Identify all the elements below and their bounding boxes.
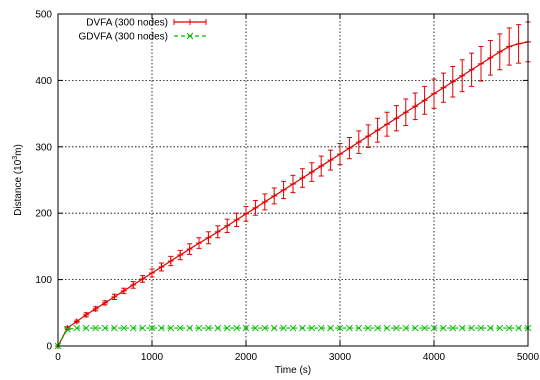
data-point (242, 324, 250, 332)
data-point (308, 324, 316, 332)
legend-label-dvfa: DVFA (300 nodes) (86, 18, 168, 29)
data-point (468, 324, 475, 332)
legend: DVFA (300 nodes) GDVFA (300 nodes) (79, 18, 207, 43)
y-axis-label-superscript: 3 (12, 156, 19, 160)
series-dvfa (55, 21, 531, 349)
legend-marker (186, 32, 194, 40)
data-point (355, 324, 363, 332)
y-tick-label: 400 (35, 76, 52, 87)
data-point (336, 324, 344, 332)
data-point (364, 324, 372, 332)
data-point (205, 324, 212, 332)
data-point (449, 324, 457, 332)
grid-lines (58, 14, 528, 346)
series-gdvfa (54, 324, 532, 350)
data-point (92, 324, 99, 332)
data-point (139, 324, 146, 332)
data-point (195, 324, 203, 332)
data-point (252, 324, 259, 332)
data-point (214, 324, 222, 332)
y-tick-label: 100 (35, 275, 52, 286)
y-tick-label: 500 (35, 10, 52, 21)
data-point (383, 324, 391, 332)
y-axis-label: Distance (103m) (12, 144, 24, 216)
data-point (82, 324, 90, 332)
data-point (487, 324, 494, 332)
plot-frame (57, 13, 529, 347)
data-point (101, 324, 109, 332)
axis-ticks: 0 1000 2000 3000 4000 5000 0 100 200 300 400 500 (35, 10, 539, 364)
data-point (317, 324, 325, 332)
data-point (158, 324, 165, 332)
x-tick-label: 1000 (141, 352, 164, 363)
data-point (176, 324, 184, 332)
data-point (186, 324, 193, 332)
data-point (111, 324, 118, 332)
x-tick-label: 3000 (329, 352, 352, 363)
x-tick-label: 5000 (517, 352, 540, 363)
series-line (57, 327, 528, 347)
data-point (440, 324, 447, 332)
x-tick-label: 4000 (423, 352, 446, 363)
data-point (327, 324, 334, 332)
data-point (458, 324, 466, 332)
data-point (270, 324, 278, 332)
data-point (299, 324, 306, 332)
series-line (57, 41, 529, 347)
data-point (374, 324, 381, 332)
x-tick-label: 0 (55, 352, 61, 363)
data-point (120, 324, 128, 332)
data-point (223, 324, 231, 332)
data-point (289, 324, 297, 332)
data-point (393, 324, 400, 332)
data-point (505, 324, 513, 332)
data-point (477, 324, 485, 332)
y-tick-label: 200 (35, 209, 52, 220)
series-layer (54, 21, 532, 350)
data-point (261, 324, 269, 332)
y-tick-label: 300 (35, 142, 52, 153)
x-axis-label: Time (s) (275, 365, 311, 375)
legend-label-gdvfa: GDVFA (300 nodes) (79, 32, 169, 43)
data-point (402, 324, 410, 332)
data-point (280, 324, 287, 332)
data-point (167, 324, 175, 332)
x-tick-label: 2000 (235, 352, 258, 363)
data-point (346, 324, 353, 332)
y-axis-label-prefix: Distance (10 (13, 159, 24, 216)
data-point (515, 324, 522, 332)
data-point (64, 326, 71, 333)
data-point (421, 324, 428, 332)
data-point (233, 324, 240, 332)
data-point (129, 324, 137, 332)
data-point (496, 324, 504, 332)
y-axis-label-suffix: m) (13, 144, 24, 156)
data-point (73, 324, 81, 332)
data-point (430, 324, 438, 332)
y-tick-label: 0 (46, 342, 52, 353)
data-point (411, 324, 419, 332)
data-point (148, 324, 156, 332)
